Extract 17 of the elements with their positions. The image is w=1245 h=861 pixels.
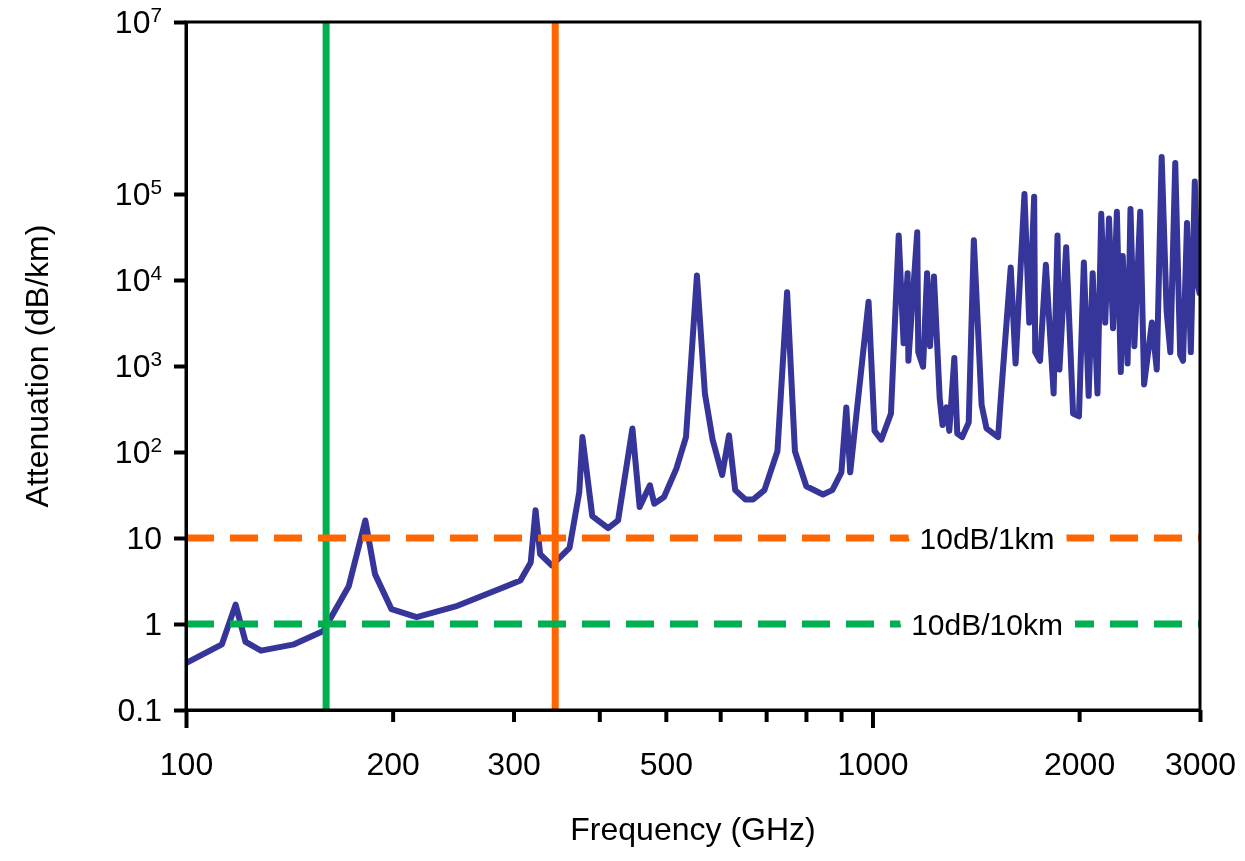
y-tick-label: 10$^{2}$: [114, 432, 162, 470]
y-axis-title: Attenuation (dB/km): [19, 224, 55, 508]
x-tick-label: 100: [159, 745, 214, 782]
x-tick-label: 200: [366, 745, 420, 782]
y-tick-label: 10$^{7}$: [114, 2, 162, 40]
x-tick-label: 1000: [837, 745, 909, 782]
x-axis-title: Frequency (GHz): [570, 811, 816, 847]
y-tick-label: 10$^{5}$: [114, 174, 162, 212]
y-tick-label: 10$^{3}$: [114, 346, 162, 384]
y-tick-label: 1: [144, 605, 162, 642]
x-tick-label: 300: [487, 745, 541, 782]
x-tick-label: 2000: [1044, 745, 1116, 782]
x-tick-label: 3000: [1164, 745, 1237, 782]
x-tick-label: 500: [639, 745, 694, 782]
y-tick-label: 0.1: [117, 691, 162, 728]
y-tick-label: 10: [126, 519, 162, 556]
y-tick-label: 10$^{4}$: [114, 260, 162, 298]
